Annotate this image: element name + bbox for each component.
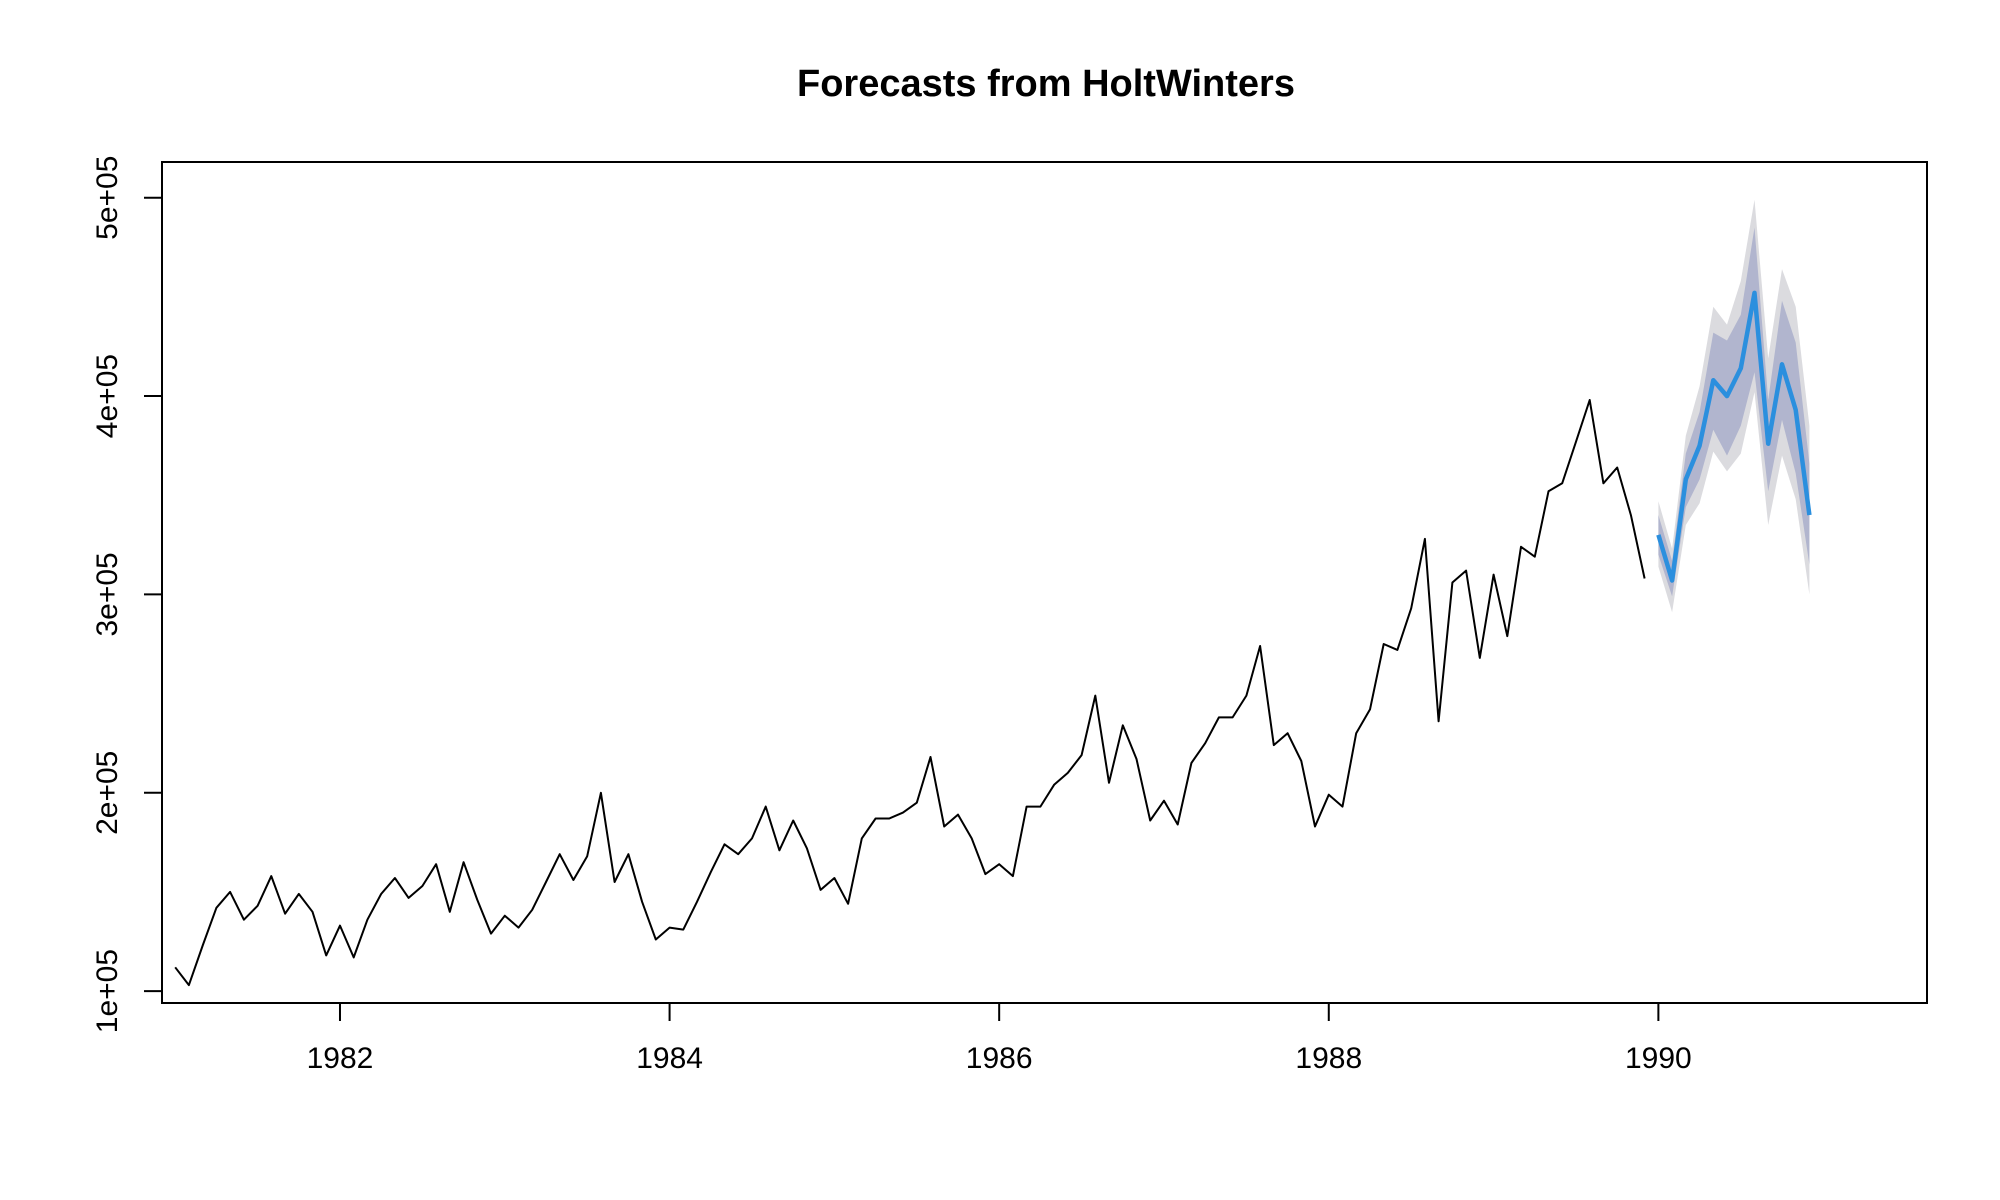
x-axis: 1982 1984 1986 1988 1990 [307, 1002, 1692, 1075]
x-tick-label: 1982 [307, 1042, 374, 1075]
y-axis: 1e+05 2e+05 3e+05 4e+05 5e+05 [91, 156, 163, 1033]
y-tick-label: 2e+05 [91, 751, 124, 835]
series-lines [174, 290, 1812, 987]
forecast-line [1656, 290, 1812, 583]
chart-title: Forecasts from HoltWinters [797, 63, 1295, 105]
x-tick-label: 1984 [636, 1042, 703, 1075]
y-tick-label: 5e+05 [91, 156, 124, 240]
x-tick-label: 1990 [1625, 1042, 1692, 1075]
plot-frame [161, 161, 1928, 1004]
band-80 [1658, 227, 1810, 597]
y-tick-label: 3e+05 [91, 552, 124, 636]
x-tick-label: 1986 [966, 1042, 1033, 1075]
y-tick-label: 4e+05 [91, 354, 124, 438]
prediction-intervals [1658, 199, 1810, 613]
y-tick-label: 1e+05 [91, 949, 124, 1033]
x-tick-label: 1988 [1295, 1042, 1362, 1075]
history-line [174, 399, 1646, 987]
